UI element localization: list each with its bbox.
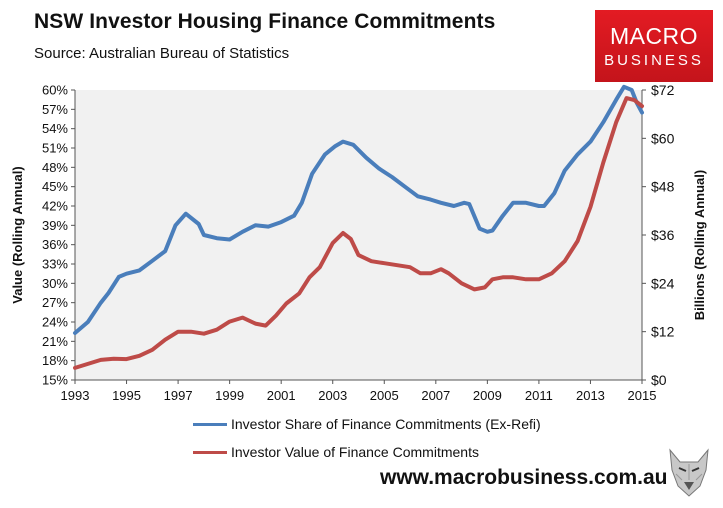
legend-label-value: Investor Value of Finance Commitments: [231, 444, 479, 460]
legend-item-value: Investor Value of Finance Commitments: [193, 444, 479, 460]
y-left-tick-label: 60%: [42, 83, 68, 98]
y-right-tick-label: $24: [651, 275, 675, 291]
y-left-tick-label: 15%: [42, 373, 68, 388]
y-left-tick-label: 33%: [42, 257, 68, 272]
y-left-tick-label: 21%: [42, 334, 68, 349]
y-left-tick-label: 36%: [42, 237, 68, 252]
x-tick-label: 1993: [61, 388, 90, 403]
y-left-tick-label: 57%: [42, 102, 68, 117]
series-line-investor-share: [73, 84, 644, 335]
y-left-tick-label: 42%: [42, 199, 68, 214]
y-right-tick-label: $72: [651, 82, 675, 98]
footer-url: www.macrobusiness.com.au: [380, 466, 668, 489]
wolf-mascot-icon: [669, 448, 709, 497]
y-left-tick-label: 27%: [42, 295, 68, 310]
x-tick-label: 2005: [370, 388, 399, 403]
y-left-tick-label: 45%: [42, 179, 68, 194]
x-tick-label: 2003: [318, 388, 347, 403]
y-right-tick-label: $60: [651, 130, 675, 146]
macrobusiness-logo: MACRO BUSINESS: [595, 10, 713, 82]
y-right-tick-label: $0: [651, 372, 667, 388]
y-left-tick-label: 39%: [42, 218, 68, 233]
y-right-tick-label: $36: [651, 227, 675, 243]
x-tick-label: 2001: [267, 388, 296, 403]
y-right-tick-label: $48: [651, 179, 675, 195]
chart-subtitle: Source: Australian Bureau of Statistics: [34, 45, 290, 62]
y-left-axis-title: Value (Rolling Annual): [10, 166, 25, 303]
chart-title: NSW Investor Housing Finance Commitments: [34, 10, 496, 33]
y-left-tick-label: 24%: [42, 315, 68, 330]
series-line-investor-value: [73, 96, 644, 370]
legend-label-share: Investor Share of Finance Commitments (E…: [231, 416, 541, 432]
x-tick-label: 2015: [628, 388, 657, 403]
y-left-tick-label: 48%: [42, 160, 68, 175]
x-tick-label: 2007: [421, 388, 450, 403]
x-tick-label: 2009: [473, 388, 502, 403]
logo-line-2: BUSINESS: [604, 52, 704, 69]
legend-swatch-share: [193, 422, 227, 426]
x-tick-label: 2013: [576, 388, 605, 403]
y-right-axis-title: Billions (Rolling Annual): [692, 170, 707, 320]
y-left-tick-label: 51%: [42, 141, 68, 156]
y-left-tick-label: 54%: [42, 121, 68, 136]
x-tick-label: 1995: [112, 388, 141, 403]
x-tick-label: 2011: [525, 388, 553, 403]
y-left-tick-label: 30%: [42, 276, 68, 291]
x-tick-label: 1997: [164, 388, 193, 403]
x-tick-label: 1999: [215, 388, 244, 403]
logo-line-1: MACRO: [609, 23, 699, 49]
y-right-tick-label: $12: [651, 324, 675, 340]
legend-swatch-value: [193, 450, 227, 454]
legend-item-share: Investor Share of Finance Commitments (E…: [193, 416, 541, 432]
y-left-tick-label: 18%: [42, 353, 68, 368]
